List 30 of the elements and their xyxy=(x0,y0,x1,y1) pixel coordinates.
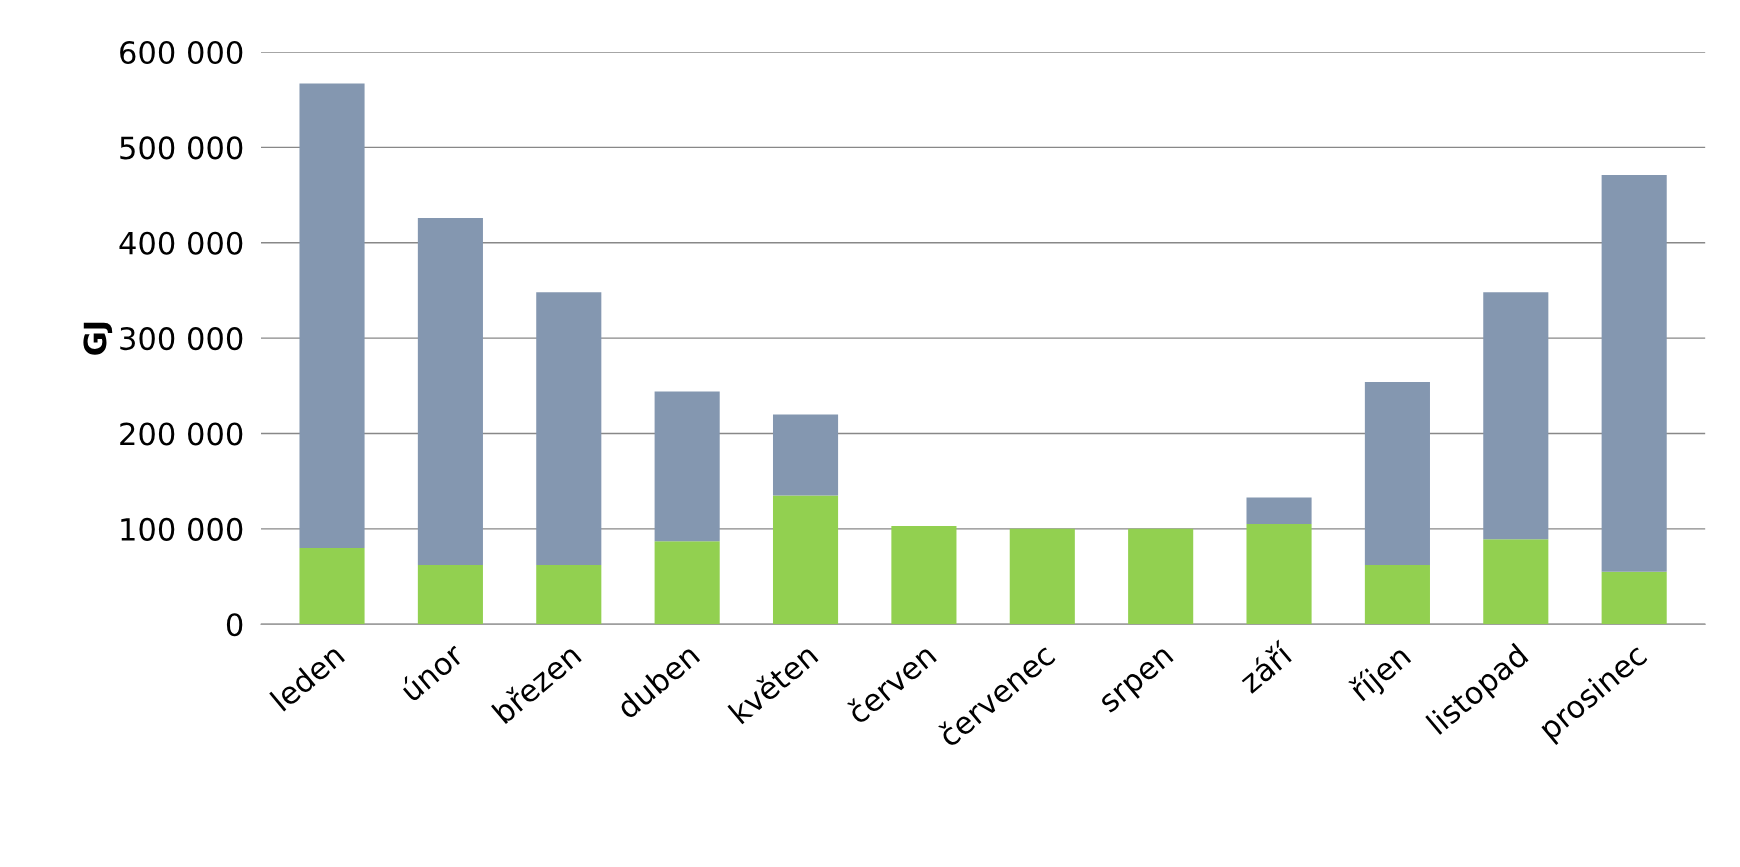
bar xyxy=(536,565,602,625)
bar xyxy=(1128,528,1194,625)
bar xyxy=(1009,528,1075,625)
bar xyxy=(299,83,365,548)
y-tick-label: 600 000 xyxy=(120,40,243,65)
y-tick-label: 300 000 xyxy=(120,327,243,351)
y-tick-label: 500 000 xyxy=(120,136,243,160)
bar xyxy=(772,495,839,625)
bar xyxy=(1601,175,1667,572)
bar xyxy=(1483,539,1549,625)
bar xyxy=(1364,382,1430,566)
bar xyxy=(536,292,602,566)
y-axis-title: GJ xyxy=(83,322,113,355)
bar xyxy=(654,391,720,542)
bar xyxy=(1483,292,1549,540)
bar xyxy=(1246,497,1312,525)
bar xyxy=(1364,565,1430,625)
x-tick-label: říjen xyxy=(1347,642,1416,707)
bar xyxy=(654,541,720,625)
bar xyxy=(299,547,365,625)
bar xyxy=(1601,571,1667,625)
y-tick-label: 400 000 xyxy=(119,231,243,255)
y-tick-label: 200 000 xyxy=(120,422,243,446)
bar xyxy=(772,414,839,496)
bar xyxy=(417,217,483,566)
bar xyxy=(1246,524,1312,625)
bar xyxy=(891,526,957,625)
y-tick-label: 0 xyxy=(226,613,243,637)
y-tick-label: 100 000 xyxy=(121,517,243,541)
bar xyxy=(417,565,483,625)
